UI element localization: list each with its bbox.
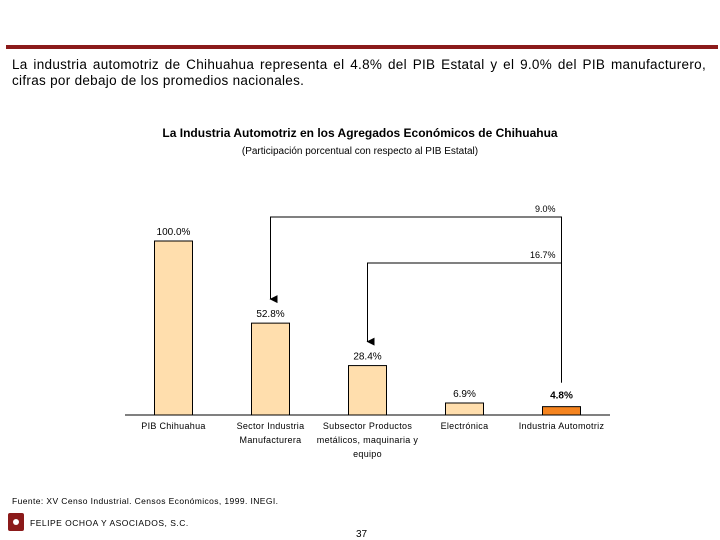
page-number: 37 xyxy=(356,529,368,540)
category-label-1-1: Manufacturera xyxy=(240,435,302,445)
value-label-2: 28.4% xyxy=(353,352,381,363)
company-logo xyxy=(8,513,24,531)
annotation-arrow-0 xyxy=(269,216,562,383)
bar-0 xyxy=(154,240,193,416)
category-label-2-2: equipo xyxy=(353,449,382,459)
bar-3 xyxy=(445,402,484,416)
annotation-arrow-1 xyxy=(366,262,562,383)
annotation-label-1: 16.7% xyxy=(530,250,556,260)
category-label-4-0: Industria Automotriz xyxy=(519,421,605,431)
category-label-2-1: metálicos, maquinaria y xyxy=(317,435,419,445)
bar-4 xyxy=(542,406,581,416)
source-note: Fuente: XV Censo Industrial. Censos Econ… xyxy=(12,496,279,506)
chart-subtitle: (Participación porcentual con respecto a… xyxy=(241,146,479,157)
top-rule xyxy=(6,45,718,49)
annotation-label-0: 9.0% xyxy=(535,204,556,214)
category-label-0-0: PIB Chihuahua xyxy=(141,421,205,431)
value-label-3: 6.9% xyxy=(453,389,476,400)
bar-1 xyxy=(251,322,290,416)
intro-text: La industria automotriz de Chihuahua rep… xyxy=(12,57,706,88)
category-label-3-0: Electrónica xyxy=(441,421,489,431)
value-label-1: 52.8% xyxy=(256,309,284,320)
value-label-0: 100.0% xyxy=(157,227,191,238)
value-label-4: 4.8% xyxy=(550,391,573,402)
bar-2 xyxy=(348,365,387,416)
category-label-2-0: Subsector Productos xyxy=(323,421,412,431)
company-name: FELIPE OCHOA Y ASOCIADOS, S.C. xyxy=(30,518,189,528)
category-label-1-0: Sector Industria xyxy=(237,421,305,431)
chart-title: La Industria Automotriz en los Agregados… xyxy=(162,126,558,140)
